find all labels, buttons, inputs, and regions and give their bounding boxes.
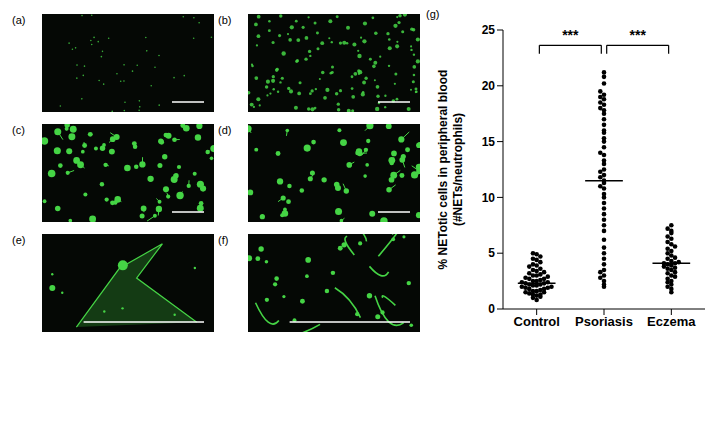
svg-text:(#NETs/neutrophils): (#NETs/neutrophils) xyxy=(451,113,465,226)
svg-text:(a): (a) xyxy=(12,14,25,26)
svg-text:% NETotic cells in peripheral: % NETotic cells in peripheral blood xyxy=(436,70,450,270)
svg-text:(f): (f) xyxy=(218,234,228,246)
svg-text:(d): (d) xyxy=(218,124,231,136)
html-text:(g): (g) xyxy=(426,8,440,20)
svg-text:(c): (c) xyxy=(12,124,25,136)
svg-text:***: *** xyxy=(629,27,646,43)
svg-text:25: 25 xyxy=(482,23,496,37)
svg-text:20: 20 xyxy=(482,79,496,93)
svg-text:Control: Control xyxy=(514,314,560,329)
svg-text:15: 15 xyxy=(482,135,496,149)
svg-text:(e): (e) xyxy=(12,234,25,246)
svg-text:Eczema: Eczema xyxy=(647,314,696,329)
svg-text:Psoriasis: Psoriasis xyxy=(575,314,633,329)
svg-text:5: 5 xyxy=(488,246,495,260)
svg-text:***: *** xyxy=(562,27,579,43)
svg-text:10: 10 xyxy=(482,191,496,205)
svg-text:(b): (b) xyxy=(218,14,231,26)
svg-text:0: 0 xyxy=(488,302,495,316)
